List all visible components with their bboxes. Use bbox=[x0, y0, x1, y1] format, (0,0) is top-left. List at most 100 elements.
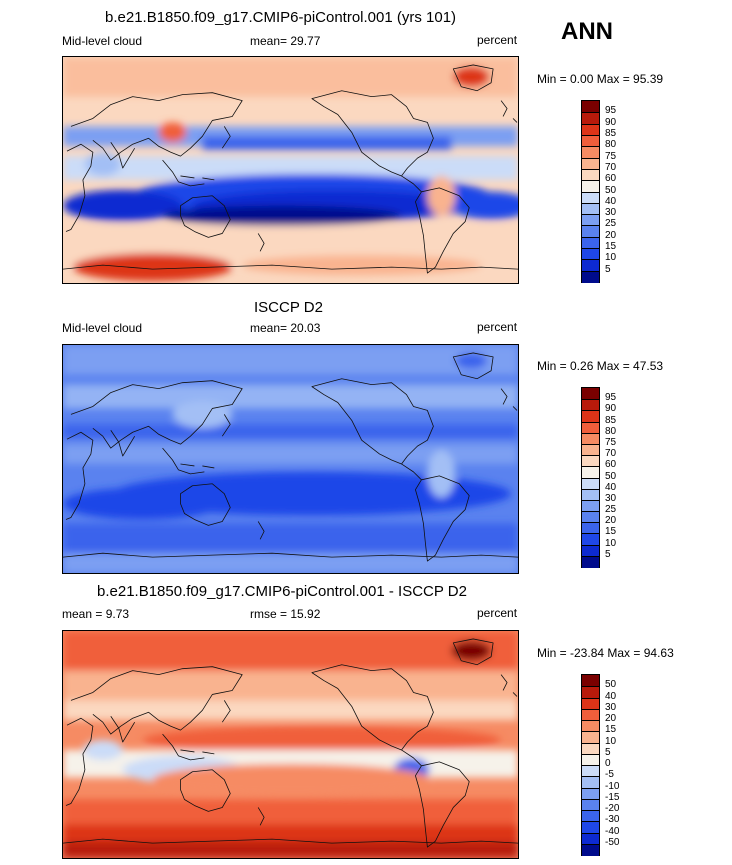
colorbar-tick-label: 20 bbox=[605, 229, 617, 241]
colorbar-tick-label: 40 bbox=[605, 195, 617, 207]
colorbar-tick-label: 10 bbox=[605, 537, 617, 549]
colorbar-tick-label: 25 bbox=[605, 504, 617, 516]
panel-2-left-label: Mid-level cloud bbox=[62, 321, 143, 335]
colorbar-tick-label: 5 bbox=[605, 548, 611, 560]
panel-3-units-label: percent bbox=[477, 606, 518, 620]
colorbar-tick bbox=[582, 697, 599, 699]
colorbar-tick bbox=[582, 157, 599, 159]
colorbar-tick-label: 90 bbox=[605, 403, 617, 415]
season-label: ANN bbox=[561, 18, 613, 45]
colorbar-swatch bbox=[582, 225, 599, 238]
colorbar-tick bbox=[582, 708, 599, 710]
colorbar-tick bbox=[582, 555, 599, 557]
colorbar-swatch bbox=[582, 421, 599, 434]
colorbar-swatch bbox=[582, 821, 599, 833]
colorbar-swatch bbox=[582, 832, 599, 845]
colorbar-swatch bbox=[582, 202, 599, 215]
colorbar-swatch bbox=[582, 742, 599, 755]
colorbar-tick bbox=[582, 443, 599, 445]
colorbar-tick bbox=[582, 466, 599, 468]
panel-1-units-label: percent bbox=[477, 33, 518, 47]
colorbar-tick bbox=[582, 146, 599, 148]
colorbar-tick bbox=[582, 787, 599, 789]
colorbar-swatch bbox=[582, 410, 599, 423]
colorbar-swatch bbox=[582, 798, 599, 811]
colorbar-tick bbox=[582, 399, 599, 401]
colorbar-swatch bbox=[582, 499, 599, 512]
colorbar-tick bbox=[582, 259, 599, 261]
panel-2-title: ISCCP D2 bbox=[254, 299, 323, 316]
colorbar-tick-label: 25 bbox=[605, 218, 617, 230]
colorbar-tick bbox=[582, 455, 599, 457]
colorbar-tick-label: 5 bbox=[605, 746, 611, 758]
panel-1-left-label: Mid-level cloud bbox=[62, 34, 143, 48]
colorbar-swatch bbox=[582, 399, 599, 411]
colorbar-tick bbox=[582, 533, 599, 535]
colorbar-tick bbox=[582, 544, 599, 546]
colorbar-tick bbox=[582, 522, 599, 524]
colorbar-tick bbox=[582, 112, 599, 114]
colorbar-tick-label: -50 bbox=[605, 836, 620, 848]
panel-2-minmax: Min = 0.26 Max = 47.53 bbox=[537, 359, 664, 373]
colorbar-swatch bbox=[582, 168, 599, 181]
panel-3-title: b.e21.B1850.f09_g17.CMIP6-piControl.001 … bbox=[97, 583, 467, 600]
colorbar-tick-label: -40 bbox=[605, 825, 620, 837]
colorbar-tick-label: 75 bbox=[605, 436, 617, 448]
colorbar-swatch bbox=[582, 843, 599, 856]
colorbar-tick bbox=[582, 843, 599, 845]
colorbar-tick-label: 60 bbox=[605, 173, 617, 185]
colorbar-tick bbox=[582, 168, 599, 170]
colorbar-tick-label: 80 bbox=[605, 425, 617, 437]
colorbar-tick-label: 50 bbox=[605, 470, 617, 482]
colorbar-tick-label: 70 bbox=[605, 161, 617, 173]
colorbar-tick bbox=[582, 191, 599, 193]
colorbar-swatch bbox=[582, 388, 599, 400]
colorbar-tick-label: 50 bbox=[605, 184, 617, 196]
colorbar-tick bbox=[582, 832, 599, 834]
panel-3-colorbar bbox=[581, 674, 600, 856]
colorbar-tick-label: 60 bbox=[605, 459, 617, 471]
colorbar-tick-label: 0 bbox=[605, 758, 611, 769]
colorbar-swatch bbox=[582, 477, 599, 490]
colorbar-tick bbox=[582, 248, 599, 250]
panel-1-title: b.e21.B1850.f09_g17.CMIP6-piControl.001 … bbox=[105, 9, 457, 26]
colorbar-swatch bbox=[582, 466, 599, 478]
panel-1-heatmap bbox=[63, 57, 518, 283]
colorbar-tick-label: 30 bbox=[605, 492, 617, 504]
colorbar-tick-label: -30 bbox=[605, 814, 620, 826]
colorbar-tick-label: 90 bbox=[605, 116, 617, 128]
colorbar-tick-label: 15 bbox=[605, 526, 617, 538]
colorbar-tick-label: 95 bbox=[605, 392, 617, 404]
colorbar-swatch bbox=[582, 765, 599, 777]
colorbar-tick bbox=[582, 765, 599, 766]
panel-2-colorbar bbox=[581, 387, 600, 568]
panel-2-units-label: percent bbox=[477, 320, 518, 334]
colorbar-tick-label: -10 bbox=[605, 780, 620, 792]
colorbar-tick bbox=[582, 798, 599, 800]
panel-3-rmse-label: rmse = 15.92 bbox=[250, 607, 321, 621]
colorbar-tick bbox=[582, 225, 599, 227]
colorbar-swatch bbox=[582, 686, 599, 698]
colorbar-swatch bbox=[582, 214, 599, 226]
panel-1-map bbox=[62, 56, 519, 284]
colorbar-tick bbox=[582, 180, 599, 182]
colorbar-tick-label: 10 bbox=[605, 252, 617, 264]
colorbar-swatch bbox=[582, 180, 599, 192]
colorbar-tick-label: 10 bbox=[605, 735, 617, 747]
colorbar-tick bbox=[582, 488, 599, 490]
panel-3-mean-label: mean = 9.73 bbox=[62, 607, 130, 621]
colorbar-swatch bbox=[582, 555, 599, 568]
panel-3-map bbox=[62, 630, 519, 859]
colorbar-tick-label: -5 bbox=[605, 769, 614, 781]
colorbar-tick-label: 20 bbox=[605, 713, 617, 724]
colorbar-tick bbox=[582, 686, 599, 688]
colorbar-tick bbox=[582, 742, 599, 744]
colorbar-tick-label: 95 bbox=[605, 105, 617, 117]
colorbar-tick-label: 80 bbox=[605, 139, 617, 151]
colorbar-tick-label: -15 bbox=[605, 791, 620, 803]
colorbar-tick bbox=[582, 214, 599, 216]
colorbar-swatch bbox=[582, 488, 599, 501]
colorbar-swatch bbox=[582, 443, 599, 456]
colorbar-tick-label: 30 bbox=[605, 701, 617, 713]
colorbar-swatch bbox=[582, 134, 599, 147]
